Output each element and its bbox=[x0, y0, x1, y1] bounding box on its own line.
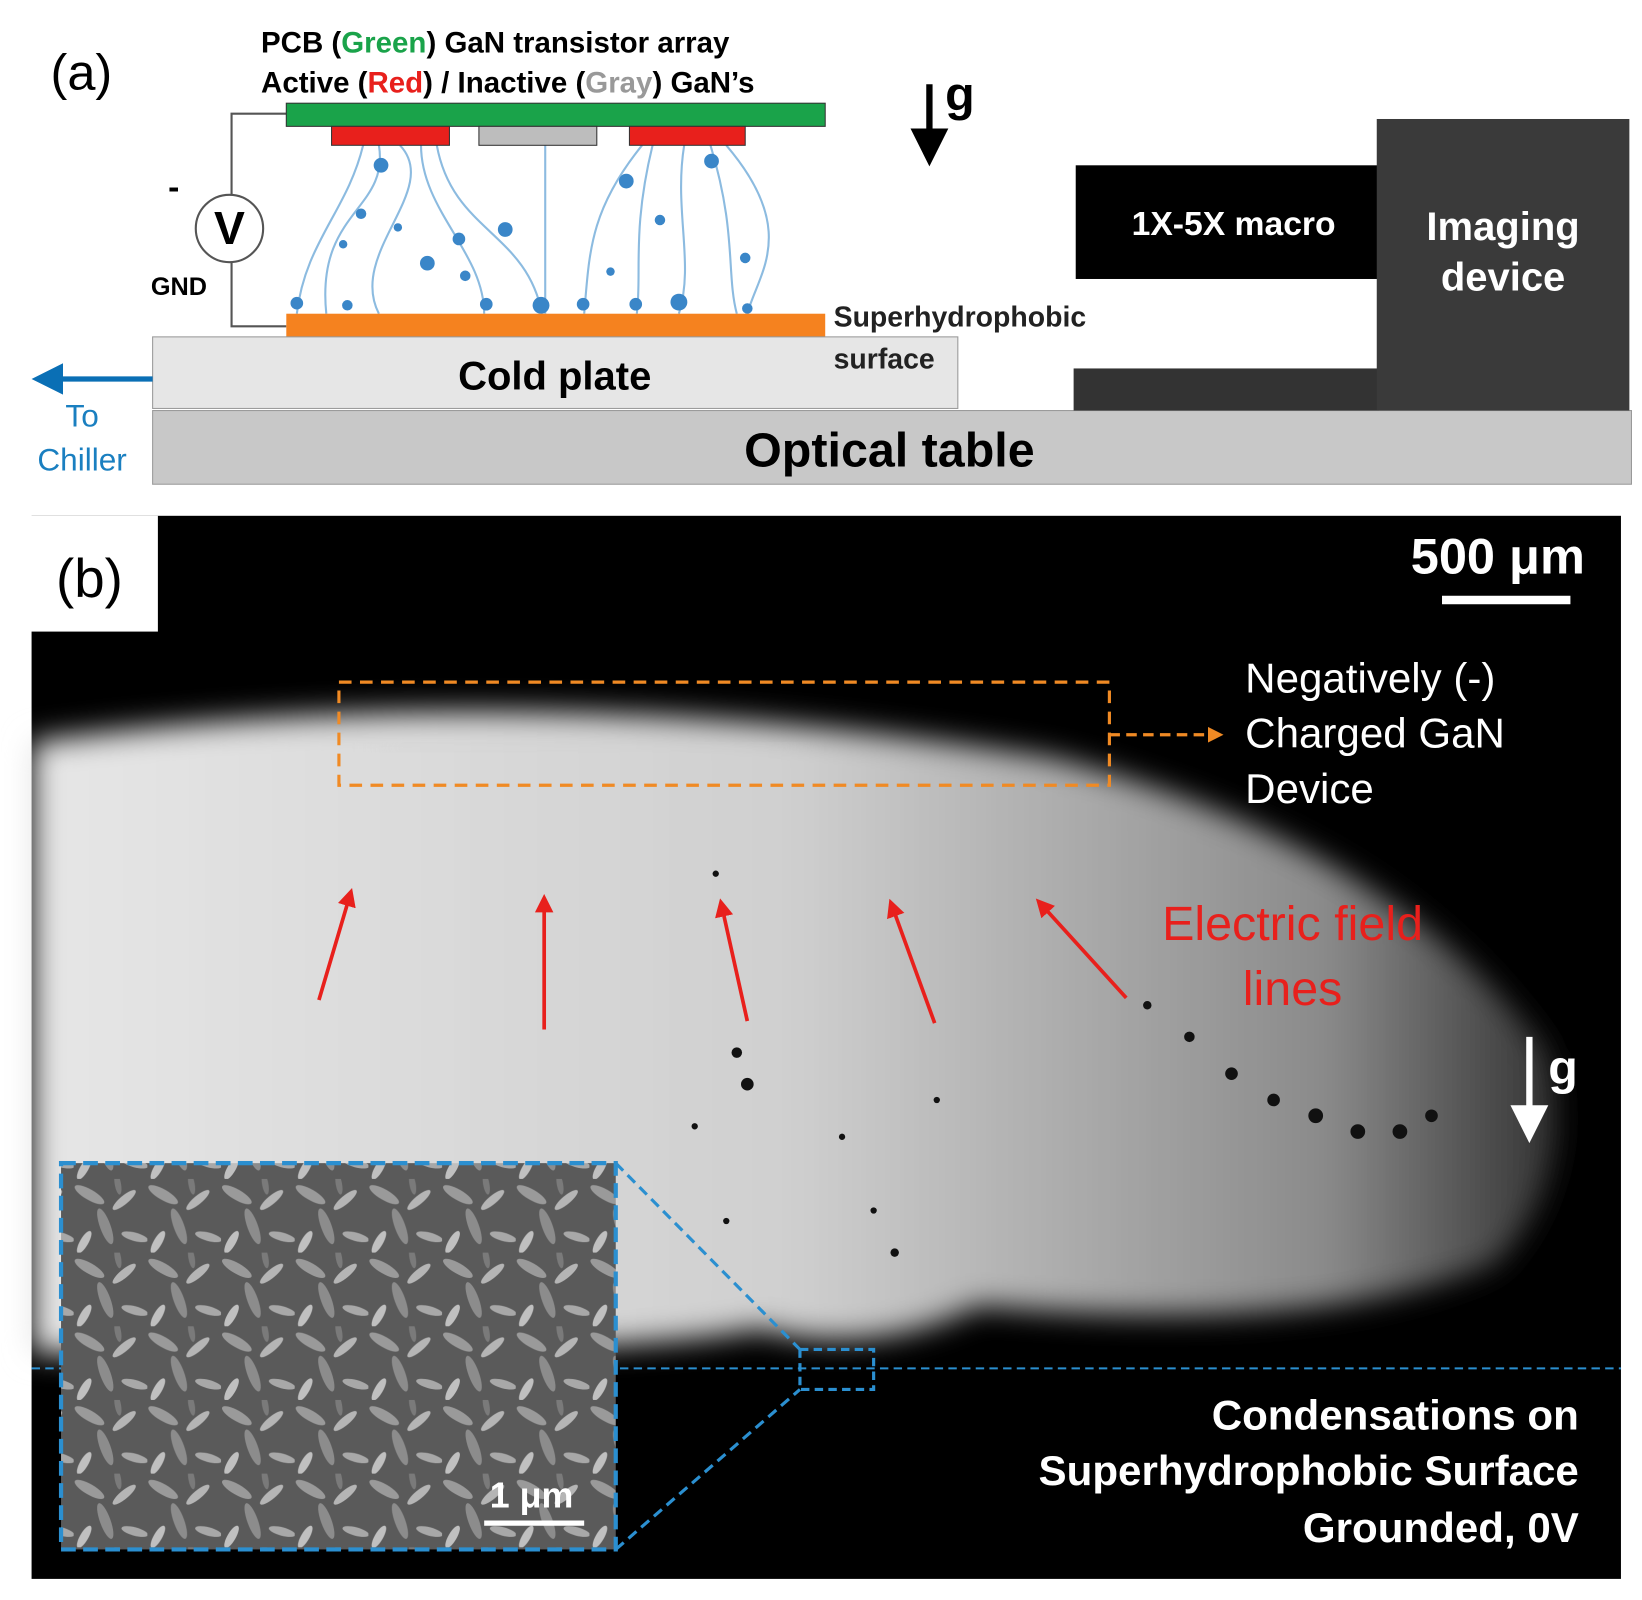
device-note: Device bbox=[1245, 765, 1374, 812]
inactive-gan bbox=[478, 125, 598, 146]
cold-plate-label: Cold plate bbox=[458, 355, 651, 399]
legend-text: Green bbox=[341, 27, 426, 60]
pcb bbox=[285, 102, 826, 127]
wire bbox=[230, 262, 287, 328]
surface-label: surface bbox=[834, 343, 935, 375]
device-note: Negatively (-) bbox=[1245, 655, 1495, 702]
zoom-region bbox=[798, 1347, 876, 1392]
device-note: Charged GaN bbox=[1245, 709, 1505, 756]
legend-text: PCB ( bbox=[261, 27, 341, 60]
droplet-chains bbox=[691, 870, 1438, 1257]
field-arrows bbox=[317, 888, 1128, 1030]
cold-plate bbox=[152, 336, 959, 409]
field-note: Electric field bbox=[1162, 897, 1423, 951]
surface-label: Superhydrophobic bbox=[834, 301, 1087, 333]
surface-note: Superhydrophobic Surface bbox=[1039, 1447, 1579, 1494]
field-note: lines bbox=[1243, 962, 1343, 1016]
camera-base bbox=[1073, 368, 1379, 411]
legend-text: ) GaN’s bbox=[652, 67, 754, 100]
label-box bbox=[0, 515, 158, 632]
macro-lens-label: 1X-5X macro bbox=[1132, 206, 1336, 243]
active-gan bbox=[331, 125, 450, 146]
panel-label: (a) bbox=[51, 44, 113, 101]
active-gan bbox=[628, 125, 746, 146]
surface-note: Condensations on bbox=[1212, 1391, 1579, 1438]
gravity-label: g bbox=[945, 68, 975, 122]
surface-note: Grounded, 0V bbox=[1303, 1504, 1579, 1551]
inset-scale-label: 1 μm bbox=[490, 1475, 574, 1515]
imaging-device-label: Imaging bbox=[1426, 205, 1579, 249]
legend-text: Active ( bbox=[261, 67, 368, 100]
legend-text: Gray bbox=[585, 67, 653, 100]
imaging-device-label: device bbox=[1441, 256, 1565, 300]
superhydrophobic-surface bbox=[286, 313, 826, 337]
optical-table bbox=[152, 410, 1633, 485]
panel-label: (b) bbox=[56, 547, 123, 609]
imaging-device bbox=[1376, 118, 1630, 411]
chiller-label: Chiller bbox=[37, 442, 126, 478]
sem-inset bbox=[58, 1161, 618, 1552]
legend-text: ) / Inactive ( bbox=[423, 67, 585, 100]
legend-line: Active (Red) / Inactive (Gray) GaN’s bbox=[261, 67, 754, 100]
chiller-label: To bbox=[65, 397, 98, 433]
field-lines bbox=[295, 144, 770, 315]
scale-bar-label: 500 μm bbox=[1411, 528, 1585, 585]
wire bbox=[230, 112, 287, 195]
device-streak bbox=[378, 743, 800, 752]
polarity: - bbox=[168, 169, 179, 206]
droplets bbox=[290, 153, 753, 314]
legend-text: ) GaN transistor array bbox=[426, 27, 730, 60]
macro-lens bbox=[1075, 165, 1379, 279]
zoom-line bbox=[614, 1162, 802, 1351]
voltmeter-label: V bbox=[214, 202, 245, 254]
zoom-line bbox=[614, 1388, 801, 1551]
legend-line: PCB (Green) GaN transistor array bbox=[261, 27, 730, 60]
optical-table-label: Optical table bbox=[744, 423, 1035, 477]
gravity-label: g bbox=[1548, 1041, 1578, 1095]
legend-text: Red bbox=[367, 67, 423, 100]
voltmeter bbox=[194, 193, 265, 264]
ground-label: GND bbox=[151, 273, 207, 301]
